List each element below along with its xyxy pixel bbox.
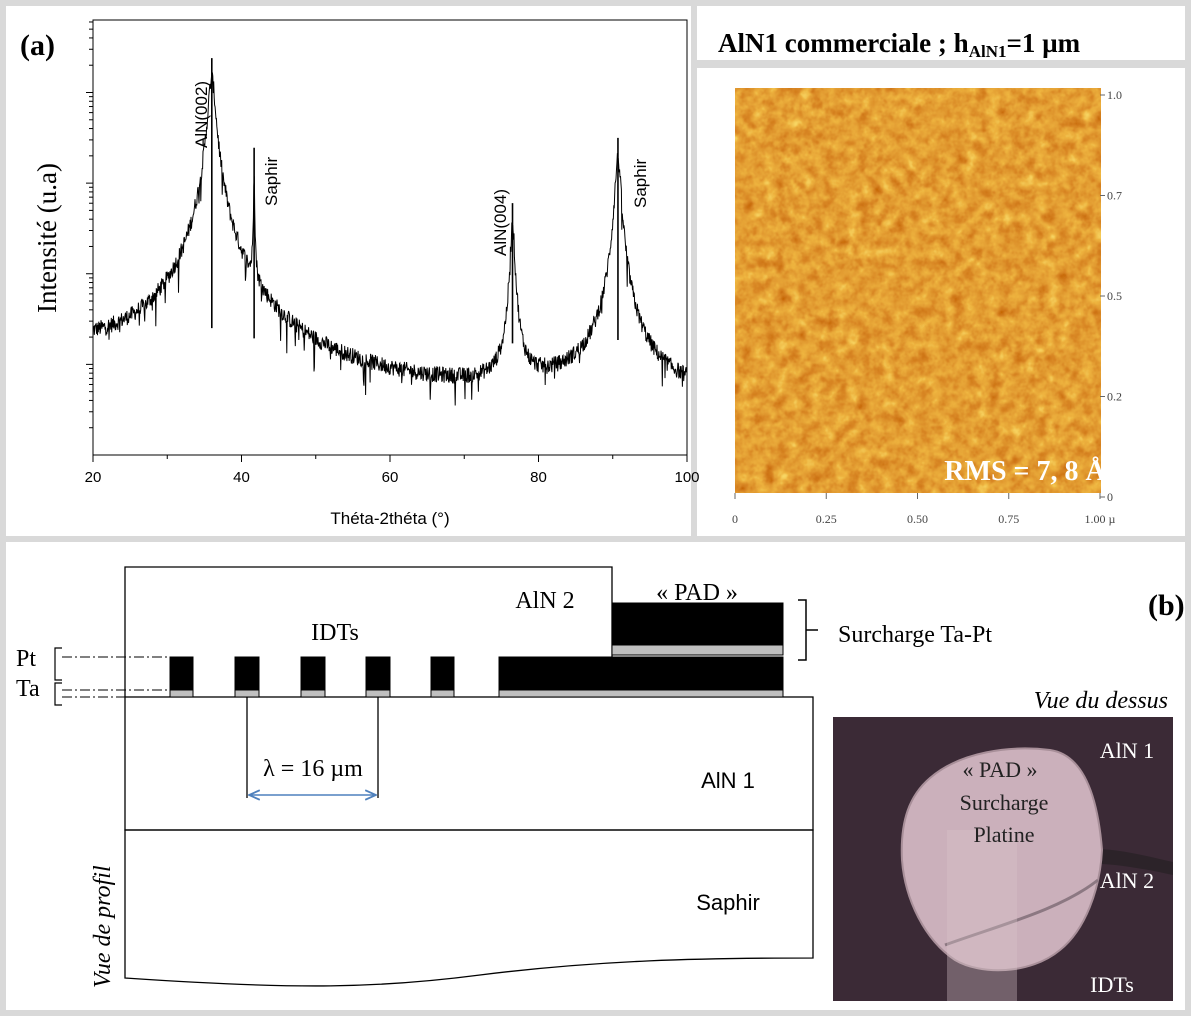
photo-labels: AlN 1 « PAD » Surcharge Platine AlN 2 ID… (960, 738, 1155, 997)
afm-title-sub: AlN1 (969, 42, 1007, 61)
afm-y-tick-label: 1.0 (1107, 88, 1122, 102)
x-tick-label: 100 (674, 469, 699, 486)
idt-finger (300, 656, 326, 691)
profile-labels: AlN 2 « PAD » IDTs Surcharge Ta-Pt Pt Ta… (16, 580, 1168, 988)
afm-x-tick-label: 0.50 (907, 512, 928, 526)
peak-label: Saphir (631, 159, 650, 208)
panel-label: (b) (1148, 589, 1185, 622)
peak-label: AlN(002) (192, 81, 211, 148)
idt-finger (365, 656, 391, 691)
x-tick-label: 20 (85, 469, 102, 486)
electrodes (169, 602, 784, 698)
panel-label: (a) (20, 29, 55, 62)
ta-layer (430, 689, 455, 698)
afm-title: AlN1 commerciale ; hAlN1=1 µm (718, 28, 1081, 61)
afm-image (735, 88, 1101, 493)
label: λ = 16 µm (263, 756, 363, 782)
afm-axes: 0 0.25 0.50 0.75 1.00 µ 1.0 0.7 0.5 0.2 0 (732, 88, 1122, 526)
afm-y-tick-label: 0 (1107, 490, 1113, 504)
x-axis-label: Théta-2théta (°) (330, 509, 449, 528)
bus-bar (498, 656, 784, 691)
title-underline (694, 60, 1188, 68)
idt-finger (430, 656, 455, 691)
afm-x-tick-label: 1.00 µ (1085, 512, 1116, 526)
afm-y-tick-label: 0.2 (1107, 390, 1122, 404)
peak-label: Saphir (262, 157, 281, 206)
ta-layer (365, 689, 391, 698)
label: Saphir (696, 890, 760, 915)
pad-pt (611, 602, 784, 646)
x-tick-label: 40 (233, 469, 250, 486)
idt-finger (234, 656, 260, 691)
xrd-chart: 20 40 60 80 100 (85, 19, 700, 486)
label: Vue du dessus (1034, 688, 1168, 714)
plot-frame (92, 19, 688, 456)
pad-ta (611, 644, 784, 656)
aln1-layer (124, 696, 814, 831)
bracket (54, 647, 62, 706)
spectrum (92, 71, 688, 406)
afm-y-tick-label: 0.5 (1107, 289, 1122, 303)
label: « PAD » (656, 580, 738, 606)
label: AlN 2 (1100, 868, 1154, 893)
label: Vue de profil (90, 865, 116, 988)
afm-y-tick-label: 0.7 (1107, 189, 1122, 203)
ta-layer (169, 689, 194, 698)
idt-track (947, 830, 1017, 1001)
label: « PAD » (963, 757, 1038, 782)
label: Surcharge Ta-Pt (838, 622, 992, 648)
rms-label: RMS = 7, 8 Å (944, 456, 1106, 487)
x-tick-label: 60 (382, 469, 399, 486)
idt-finger (169, 656, 194, 691)
peak-label: AlN(004) (491, 189, 510, 256)
afm-title-rest: =1 µm (1006, 28, 1080, 58)
ta-layer (234, 689, 260, 698)
afm-title-text: AlN1 commerciale ; h (718, 28, 969, 58)
pad-photo (900, 747, 1104, 972)
aln2-edge (944, 878, 1099, 947)
ta-layer (498, 689, 784, 698)
label: AlN 2 (515, 588, 574, 614)
afm-x-tick-label: 0.25 (816, 512, 837, 526)
afm-x-tick-label: 0 (732, 512, 738, 526)
label: IDTs (311, 620, 359, 646)
label: Pt (16, 646, 36, 672)
label: Ta (16, 676, 40, 702)
bracket (798, 599, 818, 661)
label: Surcharge (960, 790, 1049, 815)
sapphire-layer (124, 829, 814, 987)
level-lines (62, 656, 170, 698)
label: AlN 1 (701, 768, 755, 793)
ta-layer (300, 689, 326, 698)
label: IDTs (1090, 972, 1134, 997)
x-tick-label: 80 (530, 469, 547, 486)
label: Platine (973, 822, 1034, 847)
afm-x-tick-label: 0.75 (998, 512, 1019, 526)
label: AlN 1 (1100, 738, 1154, 763)
y-axis-label: Intensité (u.a) (32, 163, 62, 313)
